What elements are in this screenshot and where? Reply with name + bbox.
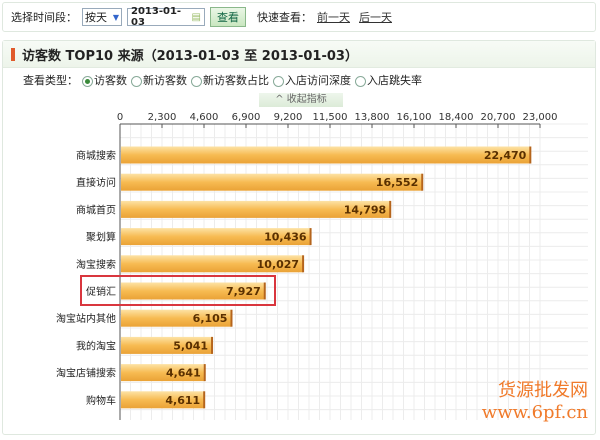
- radio-icon[interactable]: [355, 75, 366, 87]
- bar: [121, 282, 265, 300]
- x-tick-label: 18,400: [439, 112, 474, 123]
- calendar-icon[interactable]: ▤: [191, 11, 201, 23]
- type-option-label: 新访客数: [143, 74, 187, 87]
- x-tick-label: 0: [117, 112, 123, 123]
- value-label: 5,041: [173, 339, 208, 352]
- next-day-link[interactable]: 后一天: [359, 11, 392, 24]
- x-tick-label: 4,600: [190, 112, 219, 123]
- bar: [121, 364, 205, 382]
- title-marker: [11, 47, 15, 61]
- category-label: 促销汇: [86, 285, 116, 298]
- panel-header: 访客数 TOP10 来源（2013-01-03 至 2013-01-03）: [3, 41, 595, 68]
- collapse-label: 收起指标: [286, 94, 327, 105]
- type-option-label: 访客数: [94, 74, 127, 87]
- watermark-line1: 货源批发网: [498, 380, 588, 401]
- period-value: 按天: [85, 11, 107, 24]
- x-tick-label: 16,100: [397, 112, 432, 123]
- value-label: 4,641: [166, 367, 201, 380]
- type-option[interactable]: 访客数: [82, 74, 127, 87]
- bar: [121, 146, 531, 164]
- radio-icon[interactable]: [273, 75, 284, 87]
- bar: [121, 255, 304, 273]
- panel-title: 访客数 TOP10 来源（2013-01-03 至 2013-01-03）: [22, 48, 358, 64]
- x-tick-label: 13,800: [355, 112, 390, 123]
- type-option-label: 入店跳失率: [367, 74, 422, 87]
- prev-day-link[interactable]: 前一天: [317, 11, 350, 24]
- type-option[interactable]: 入店访问深度: [273, 74, 351, 87]
- type-label: 查看类型：: [23, 74, 78, 87]
- category-label: 商城首页: [76, 203, 116, 216]
- value-label: 14,798: [344, 203, 386, 216]
- bar: [121, 336, 213, 354]
- radio-icon[interactable]: [191, 75, 202, 87]
- x-tick-label: 20,700: [481, 112, 516, 123]
- period-select[interactable]: 按天 ▼: [82, 8, 122, 26]
- category-label: 商城搜索: [76, 149, 116, 162]
- type-option-label: 新访客数占比: [203, 74, 269, 87]
- bar: [121, 228, 311, 246]
- chart-panel: 访客数 TOP10 来源（2013-01-03 至 2013-01-03） 查看…: [2, 40, 596, 435]
- period-label: 选择时间段：: [11, 11, 77, 24]
- toolbar: 选择时间段： 按天 ▼ 2013-01-03 ▤ 查看 快速查看： 前一天 后一天: [2, 2, 596, 32]
- bar: [121, 173, 423, 191]
- category-label: 购物车: [86, 394, 116, 407]
- value-label: 7,927: [226, 285, 261, 298]
- type-option[interactable]: 新访客数: [131, 74, 187, 87]
- date-input[interactable]: 2013-01-03 ▤: [127, 6, 205, 28]
- watermark: 货源批发网 www.6pf.cn: [482, 380, 588, 424]
- category-label: 聚划算: [86, 231, 116, 244]
- view-button[interactable]: 查看: [210, 7, 246, 27]
- category-label: 淘宝店铺搜索: [56, 367, 116, 380]
- radio-icon[interactable]: [131, 75, 142, 87]
- x-tick-label: 2,300: [148, 112, 177, 123]
- value-label: 22,470: [484, 149, 527, 162]
- bar: [121, 391, 205, 409]
- date-value: 2013-01-03: [131, 6, 182, 28]
- bar: [121, 200, 391, 218]
- value-label: 10,436: [264, 231, 307, 244]
- x-tick-label: 6,900: [232, 112, 261, 123]
- x-tick-label: 9,200: [274, 112, 303, 123]
- category-label: 淘宝搜索: [76, 258, 116, 271]
- category-label: 我的淘宝: [76, 339, 116, 352]
- category-label: 淘宝站内其他: [56, 312, 116, 325]
- value-label: 6,105: [193, 312, 228, 325]
- category-label: 直接访问: [76, 176, 116, 189]
- watermark-line2: www.6pf.cn: [481, 402, 588, 423]
- type-option[interactable]: 入店跳失率: [355, 74, 422, 87]
- collapse-button[interactable]: ^ 收起指标: [259, 93, 343, 107]
- value-label: 10,027: [257, 258, 299, 271]
- x-tick-label: 11,500: [313, 112, 348, 123]
- chevron-down-icon: ▼: [112, 12, 119, 22]
- value-label: 16,552: [376, 176, 418, 189]
- type-selector: 查看类型： 访客数 新访客数 新访客数占比 入店访问深度 入店跳失率: [3, 68, 595, 92]
- radio-icon[interactable]: [82, 75, 93, 87]
- type-option-label: 入店访问深度: [285, 74, 351, 87]
- highlight-box: [80, 275, 276, 306]
- value-label: 4,611: [165, 394, 200, 407]
- quick-label: 快速查看：: [257, 11, 312, 24]
- x-tick-label: 23,000: [523, 112, 558, 123]
- type-option[interactable]: 新访客数占比: [191, 74, 269, 87]
- bar: [121, 309, 232, 327]
